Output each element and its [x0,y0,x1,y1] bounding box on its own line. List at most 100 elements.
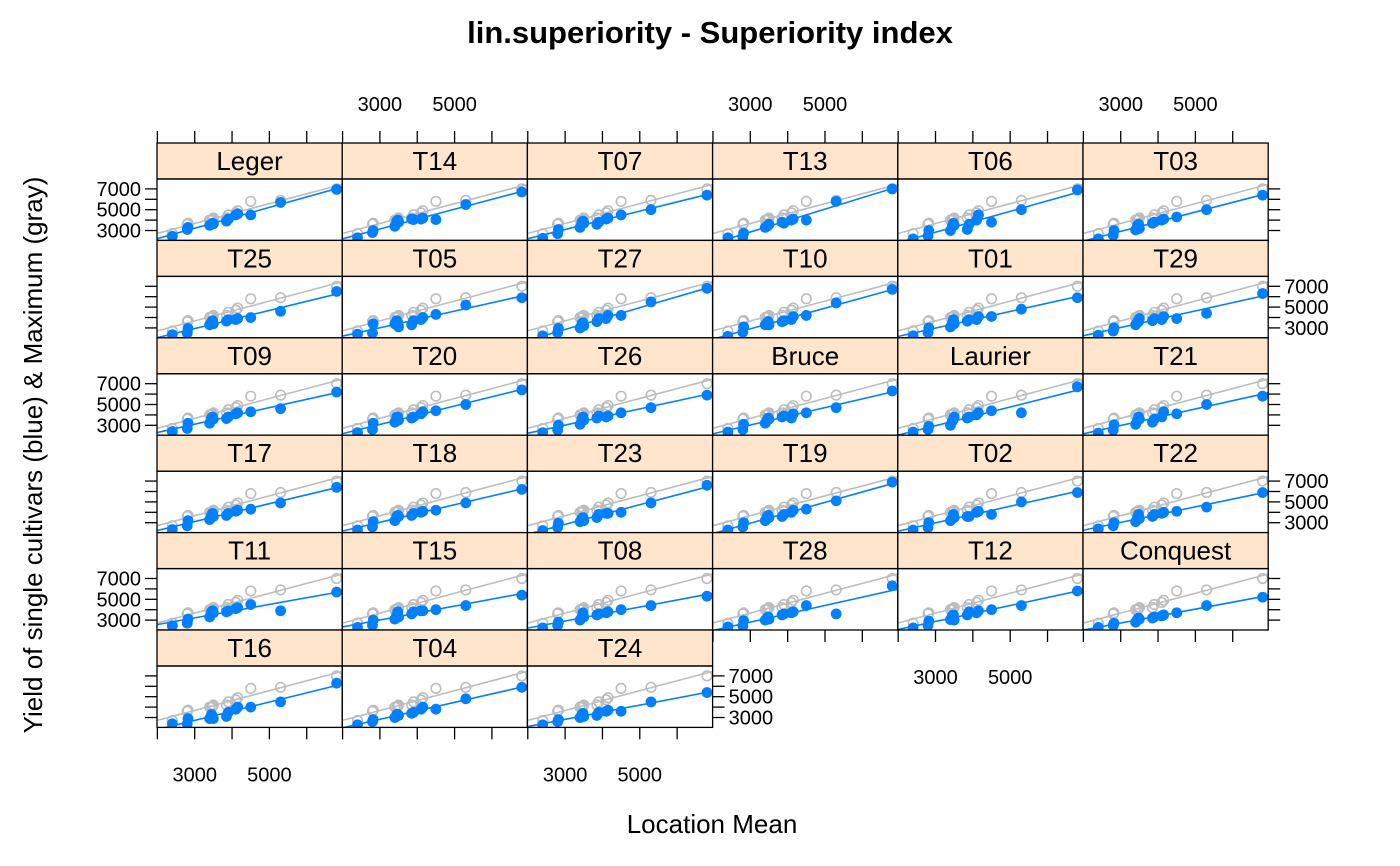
plot-area-t04 [342,670,528,728]
tick-label: 7000 [1284,276,1329,298]
tick-label: 3000 [543,764,588,786]
maximum-point [1200,486,1213,499]
cultivar-point [417,701,429,713]
maximum-point [274,584,287,596]
cultivar-point [417,605,429,617]
maximum-point [1071,572,1083,585]
panel-t01: T01 [897,239,1084,339]
maximum-point [615,487,627,500]
cultivar-point [331,386,342,398]
cultivar-point [701,479,713,491]
cultivar-point [245,599,257,610]
cultivar-point [460,497,472,509]
cultivar-point [701,590,713,602]
maximum-point [602,594,614,606]
cultivar-point [232,602,244,614]
maximum-point [600,694,612,706]
plot-area-t23 [527,475,713,533]
plot-area-t16 [157,670,343,728]
strip-t10 [711,239,899,278]
plot-area-t11 [157,572,343,630]
cultivar-point [701,687,713,698]
cultivar-point [830,402,842,414]
cultivar-point [516,384,528,396]
cultivar-point [393,321,404,333]
cultivar-point [986,508,997,520]
maximum-point [985,487,998,500]
strip-label-t22: T22 [1153,438,1198,468]
cultivar-point [722,232,734,241]
y-axis-title: Yield of single cultivars (blue) & Maxim… [18,177,48,734]
cultivar-point [701,282,713,294]
cultivar-point [275,605,286,617]
cultivar-point [1071,585,1083,597]
plot-area-t06 [897,183,1083,241]
maximum-point [245,195,257,207]
tick-label: 5000 [97,589,142,611]
strip-t01 [897,239,1084,278]
maximum-fit-line [527,280,713,332]
plot-area-bruce [712,378,898,436]
maximum-point [1171,487,1183,500]
cultivar-point [331,586,342,598]
tick-label: 5000 [1173,94,1218,116]
cultivar-point [645,600,657,611]
maximum-fit-line [342,670,528,722]
strip-label-t04: T04 [412,633,457,663]
cultivar-point [948,614,960,626]
cultivar-point [602,310,614,321]
plot-area-t03 [1083,183,1269,241]
cultivar-point [417,212,429,224]
panel-t12: T12 [897,531,1084,631]
strip-label-t19: T19 [783,438,828,468]
plot-area-laurier [897,378,1083,436]
maximum-point [972,594,985,606]
maximum-point [1071,475,1083,487]
cultivar-point [352,719,363,728]
maximum-point [274,292,287,304]
cultivar-point [738,517,749,529]
maximum-point [274,486,287,499]
cultivar-point [1171,607,1183,619]
cultivar-point [923,225,935,236]
strip-label-t16: T16 [227,633,272,663]
cultivar-point [352,621,363,630]
cultivar-point [331,677,342,689]
maximum-point [1256,572,1269,585]
panel-t15: T15 [341,531,529,631]
cultivar-point [245,312,257,323]
cultivar-point [275,696,286,708]
panel-t21: T21 [1082,337,1269,436]
maximum-point [602,497,614,509]
panel-t26: T26 [526,337,714,436]
cultivar-point [275,497,286,509]
cultivar-point [602,606,614,618]
cultivar-point [973,605,984,617]
cultivar-point [207,511,219,522]
cultivar-point [1257,390,1268,402]
cultivar-point [615,604,627,616]
plot-area-t25 [157,280,343,338]
cultivar-point [460,199,472,210]
cultivar-point [182,323,194,334]
cultivar-point [738,321,749,333]
maximum-point [516,280,528,292]
maximum-point [1200,584,1213,596]
cultivar-point [615,310,627,321]
cultivar-point [166,718,178,728]
cultivar-point [232,701,244,713]
maximum-point [985,585,998,597]
maximum-point [274,389,287,401]
cultivar-point [207,607,219,619]
tick-label: 5000 [729,687,774,709]
tick-label: 3000 [1284,513,1329,535]
plot-area-t07 [527,183,713,241]
cultivar-point [537,232,549,241]
maximum-point [645,681,657,693]
maximum-point [645,584,657,596]
tick-label: 3000 [97,415,142,437]
strip-label-t18: T18 [412,438,457,468]
maximum-point [602,692,614,704]
plot-area-t05 [342,280,528,338]
